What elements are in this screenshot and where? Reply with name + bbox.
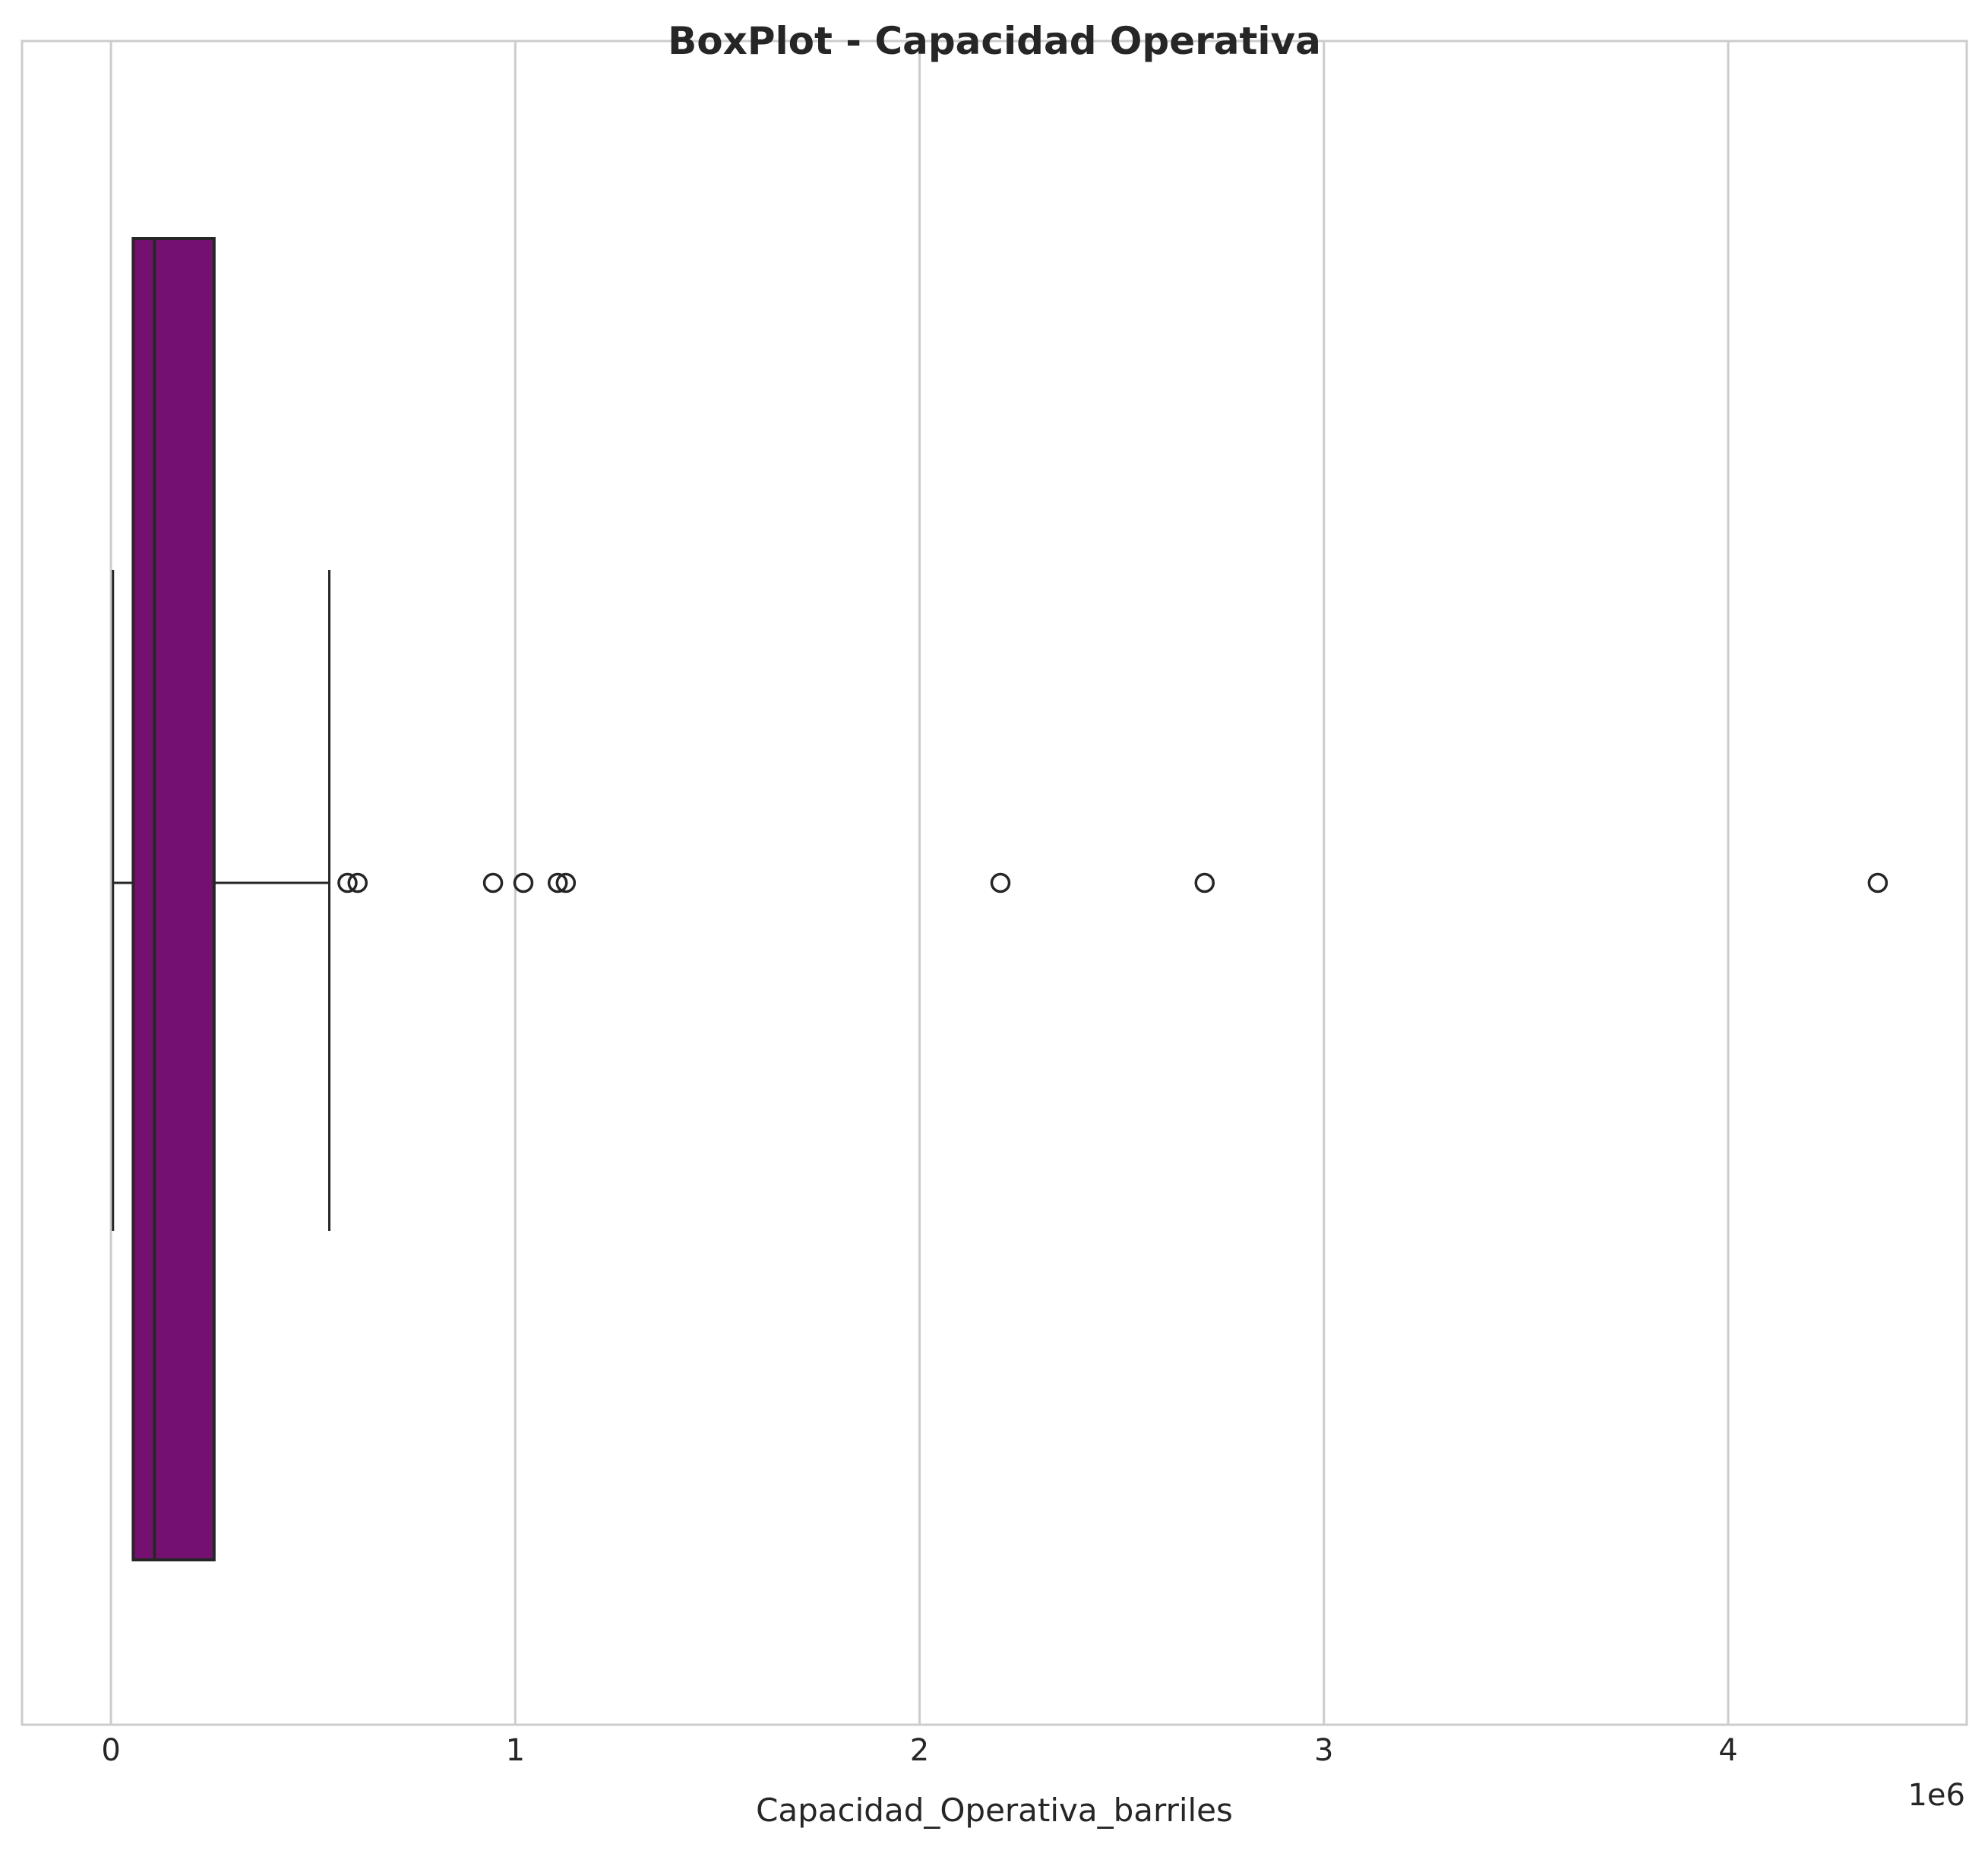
iqr-box	[131, 237, 216, 1561]
x-axis-ticks: 0 1 2 3 4	[101, 1733, 1737, 1768]
plot-background	[22, 41, 1967, 1725]
x-tick-label: 2	[910, 1733, 929, 1768]
outlier-point	[1194, 872, 1215, 894]
outlier-point	[513, 872, 534, 894]
x-tick-label: 0	[101, 1733, 120, 1768]
outlier-point	[555, 872, 577, 894]
outlier-point	[547, 872, 568, 894]
outlier-point	[482, 872, 504, 894]
outlier-point	[337, 872, 358, 894]
box-plot	[112, 237, 330, 1561]
outlier-points	[337, 872, 1888, 894]
outlier-point	[347, 872, 368, 894]
outlier-point	[990, 872, 1011, 894]
x-axis-label: Capacidad_Operativa_barriles	[756, 1792, 1233, 1829]
plot-frame	[21, 40, 1968, 1726]
chart-title: BoxPlot - Capacidad Operativa	[668, 19, 1321, 63]
x-axis-offset-label: 1e6	[1907, 1778, 1965, 1813]
x-tick-label: 4	[1718, 1733, 1737, 1768]
x-tick-label: 3	[1314, 1733, 1333, 1768]
outlier-point	[1867, 872, 1888, 894]
x-tick-label: 1	[506, 1733, 525, 1768]
